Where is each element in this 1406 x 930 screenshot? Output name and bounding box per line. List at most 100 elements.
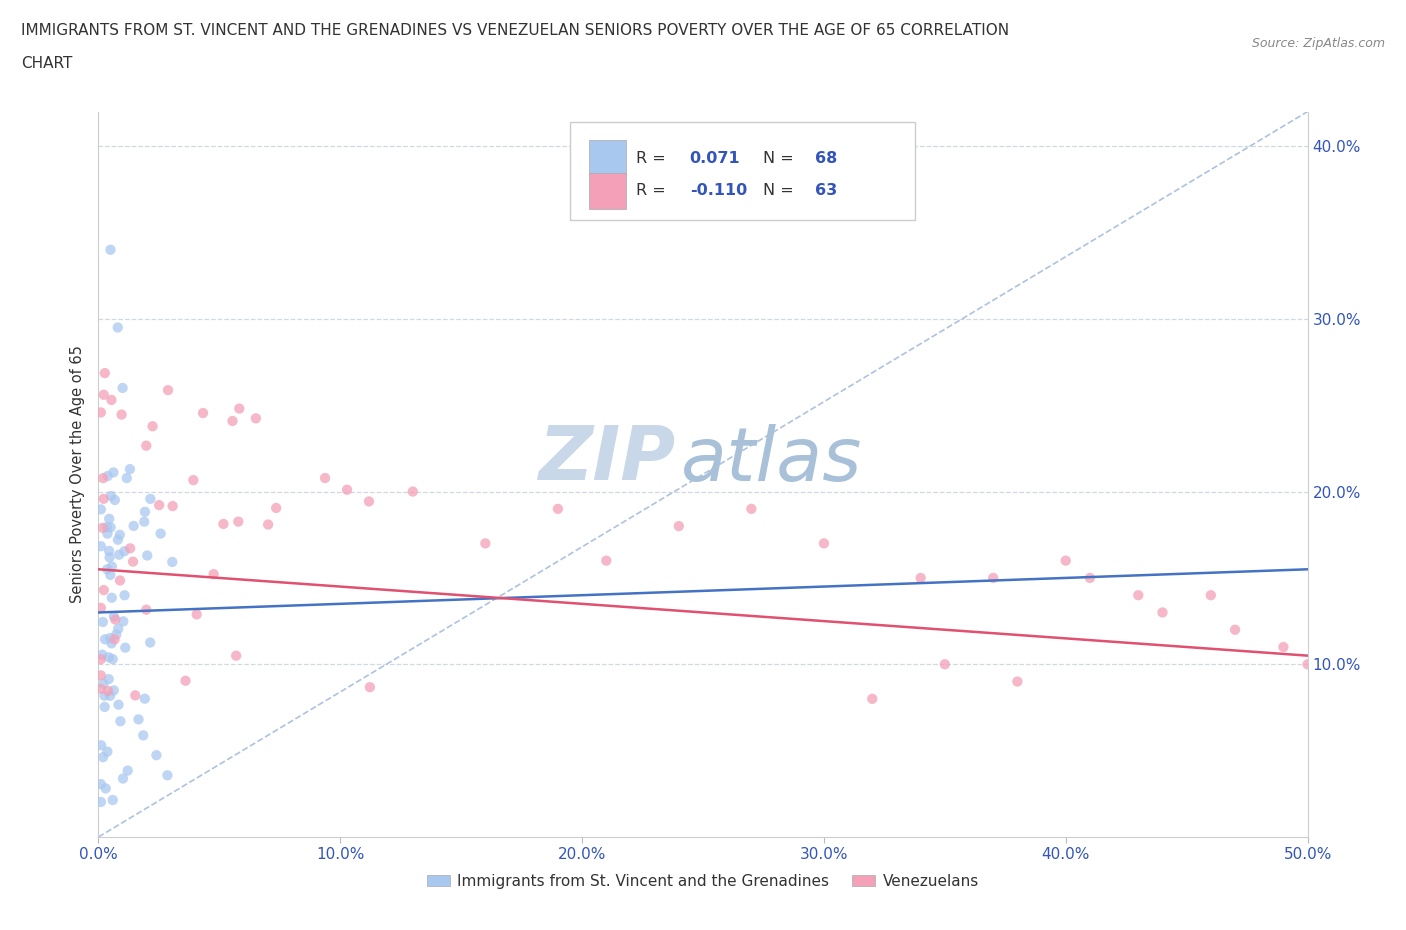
Point (174, 673, 197, 688)
Text: CHART: CHART (21, 56, 73, 71)
Point (134, 691, 156, 706)
Point (122, 519, 145, 534)
Point (183, 472, 205, 487)
Point (100, 392, 122, 407)
Point (93, 491, 115, 506)
FancyBboxPatch shape (589, 140, 626, 176)
Point (668, 519, 690, 534)
Point (221, 414, 243, 429)
Point (96, 520, 118, 535)
Point (135, 438, 157, 453)
Point (114, 640, 136, 655)
Point (91, 471, 114, 485)
Point (98, 567, 121, 582)
Point (142, 418, 165, 433)
Point (90, 502, 112, 517)
Point (103, 609, 125, 624)
Point (110, 714, 132, 729)
Point (94, 365, 117, 380)
Point (740, 501, 762, 516)
Point (108, 573, 131, 588)
Point (100, 243, 122, 258)
Point (90, 682, 112, 697)
Text: atlas: atlas (682, 424, 863, 496)
Point (97, 684, 120, 698)
Point (1199, 588, 1222, 603)
Point (1272, 640, 1295, 655)
Point (134, 504, 156, 519)
Point (225, 648, 247, 663)
Point (91, 521, 114, 536)
Point (357, 494, 380, 509)
Point (813, 536, 835, 551)
Point (1223, 622, 1246, 637)
Point (91, 750, 114, 764)
Point (359, 680, 381, 695)
Point (93, 676, 115, 691)
Point (98, 688, 121, 703)
Point (96, 744, 118, 759)
Point (245, 411, 267, 426)
Point (191, 405, 214, 420)
Point (90, 405, 112, 420)
Point (117, 764, 139, 778)
Point (128, 712, 150, 727)
Point (101, 792, 124, 807)
Point (162, 498, 184, 513)
Text: N =: N = (763, 183, 800, 198)
Point (118, 461, 141, 476)
Point (157, 383, 180, 398)
Point (98, 543, 121, 558)
Point (860, 691, 883, 706)
Point (1054, 553, 1077, 568)
Text: N =: N = (763, 151, 800, 166)
Point (162, 554, 184, 569)
Point (981, 570, 1004, 585)
FancyBboxPatch shape (589, 173, 626, 209)
Point (97, 650, 120, 665)
Point (93, 387, 115, 402)
Y-axis label: Seniors Poverty Over the Age of 65: Seniors Poverty Over the Age of 65 (70, 345, 86, 604)
Point (257, 517, 280, 532)
Point (90, 652, 112, 667)
Text: Source: ZipAtlas.com: Source: ZipAtlas.com (1251, 37, 1385, 50)
Point (1152, 605, 1174, 620)
Point (100, 636, 122, 651)
Point (910, 570, 932, 585)
Text: 63: 63 (815, 183, 838, 198)
Point (1128, 588, 1150, 603)
Point (228, 401, 250, 416)
Point (1296, 657, 1319, 671)
Point (100, 520, 122, 535)
FancyBboxPatch shape (569, 123, 915, 220)
Point (103, 631, 125, 646)
Point (107, 320, 129, 335)
Point (98, 512, 121, 526)
Point (115, 471, 138, 485)
Point (148, 498, 170, 512)
Text: IMMIGRANTS FROM ST. VINCENT AND THE GRENADINES VS VENEZUELAN SENIORS POVERTY OVE: IMMIGRANTS FROM ST. VINCENT AND THE GREN… (21, 23, 1010, 38)
Point (104, 612, 127, 627)
Point (91, 647, 114, 662)
Point (98, 631, 121, 645)
Point (94, 631, 117, 646)
Point (101, 591, 124, 605)
Text: 0.071: 0.071 (690, 151, 741, 166)
Text: R =: R = (637, 183, 672, 198)
Point (132, 728, 155, 743)
Point (108, 547, 131, 562)
Point (111, 771, 134, 786)
Point (114, 544, 136, 559)
Point (120, 541, 142, 556)
Point (114, 588, 136, 603)
Point (104, 493, 127, 508)
Point (474, 536, 496, 551)
Point (135, 603, 157, 618)
Text: 68: 68 (815, 151, 838, 166)
Point (145, 748, 167, 763)
Point (1078, 570, 1101, 585)
Point (336, 483, 359, 498)
Point (91, 615, 114, 630)
Point (402, 485, 425, 499)
Point (100, 488, 122, 503)
